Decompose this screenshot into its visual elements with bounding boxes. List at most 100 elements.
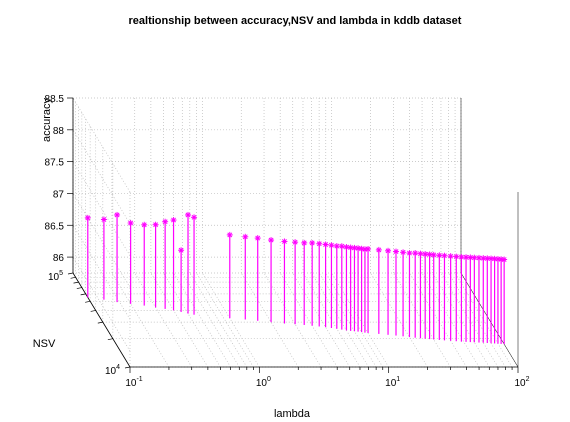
stem-marker — [365, 245, 372, 252]
axes-box — [67, 97, 519, 373]
marker-stroke — [422, 251, 428, 257]
marker-stroke — [281, 238, 287, 244]
z-tick-label: 87 — [53, 189, 65, 200]
stem-marker — [185, 211, 192, 218]
stem-marker — [322, 241, 329, 248]
stem-marker — [170, 217, 177, 224]
marker-stroke — [393, 249, 399, 255]
side-wall-grid-line — [72, 161, 131, 256]
marker-stroke — [185, 212, 191, 218]
x-tick-label: 101 — [385, 376, 400, 389]
marker-stroke — [242, 234, 248, 240]
y-tick — [80, 293, 86, 296]
stem-marker — [309, 239, 316, 246]
floor-grid-line — [393, 272, 451, 368]
stem-marker — [400, 249, 407, 256]
z-tick-label: 86.5 — [45, 221, 65, 232]
floor-grid-line — [370, 272, 428, 368]
side-wall-grid-line — [72, 97, 131, 193]
stem-marker — [328, 242, 335, 249]
y-tick — [73, 281, 79, 284]
y-tick — [124, 366, 131, 369]
x-tick-label: 100 — [256, 376, 271, 389]
stem-marker — [114, 211, 121, 218]
y-tick-label: 105 — [48, 270, 63, 283]
marker-stroke — [85, 215, 91, 221]
floor-grid-line — [134, 272, 193, 368]
marker-stroke — [153, 222, 159, 228]
stem-marker — [453, 253, 460, 260]
stem-marker — [100, 216, 107, 223]
marker-stroke — [162, 219, 168, 225]
x-axis-label: lambda — [274, 408, 311, 420]
y-tick — [90, 310, 96, 312]
stem-marker — [463, 254, 470, 261]
floor-grid-line — [173, 272, 231, 368]
marker-stroke — [343, 244, 349, 250]
stem-marker — [343, 244, 350, 251]
x-tick-label: 10-1 — [125, 376, 142, 389]
stem-marker — [141, 221, 148, 228]
floor-grid-line — [318, 272, 377, 368]
marker-stroke — [101, 217, 107, 222]
floor-grid-line — [292, 272, 351, 368]
y-tick — [107, 338, 113, 341]
stem-marker — [162, 218, 169, 225]
stem-marker — [430, 251, 437, 258]
marker-stroke — [141, 222, 147, 228]
marker-stroke — [178, 247, 184, 253]
stem-marker — [385, 247, 392, 254]
stem-marker — [447, 253, 454, 260]
marker-stroke — [501, 257, 507, 262]
stem-marker — [436, 252, 443, 259]
marker-stroke — [427, 252, 433, 257]
stem-marker — [152, 221, 159, 228]
stem-marker — [375, 246, 382, 253]
stem-marker — [242, 233, 249, 240]
stem-marker — [393, 248, 400, 255]
floor-grid-line — [279, 272, 338, 368]
marker-stroke — [171, 217, 177, 223]
z-tick-label: 88 — [53, 126, 65, 137]
z-axis-label: accuracy — [41, 97, 53, 142]
marker-stroke — [467, 255, 473, 260]
marker-stroke — [471, 255, 477, 261]
marker-stroke — [365, 246, 371, 252]
y-tick-label: 104 — [105, 364, 120, 377]
floor-grid-line — [311, 272, 369, 368]
y-tick — [85, 300, 91, 303]
stem-marker — [281, 238, 288, 245]
marker-stroke — [484, 255, 490, 261]
marker-stroke — [339, 243, 345, 249]
stem-marker — [484, 255, 491, 262]
stem-marker — [501, 256, 508, 263]
side-wall-grid-line — [72, 256, 131, 352]
marker-stroke — [128, 220, 134, 226]
x-tick-label: 102 — [514, 376, 529, 389]
floor-grid-line — [111, 272, 170, 368]
stem-marker — [406, 250, 413, 257]
stem-marker — [127, 220, 134, 227]
marker-stroke — [255, 235, 261, 241]
side-wall-grid-line — [72, 225, 131, 320]
marker-stroke — [400, 249, 406, 255]
marker-stroke — [453, 254, 459, 260]
marker-stroke — [268, 237, 274, 243]
stem-marker — [178, 247, 185, 254]
side-wall-grid-line — [72, 129, 131, 224]
stem-marker — [292, 239, 299, 246]
z-tick-label: 88.5 — [45, 94, 65, 105]
y-tick — [67, 272, 74, 275]
chart-title: realtionship between accuracy,NSV and la… — [129, 15, 462, 27]
floor-grid-line — [409, 272, 467, 368]
marker-stroke — [407, 250, 412, 256]
y-axis-line — [72, 272, 131, 368]
stem-marker — [191, 214, 198, 221]
marker-stroke — [316, 241, 322, 247]
y-axis-label: NSV — [33, 338, 56, 350]
stem-marker — [84, 214, 91, 221]
marker-stroke — [227, 232, 233, 238]
floor-grid-line — [150, 272, 209, 368]
marker-stroke — [328, 242, 334, 248]
